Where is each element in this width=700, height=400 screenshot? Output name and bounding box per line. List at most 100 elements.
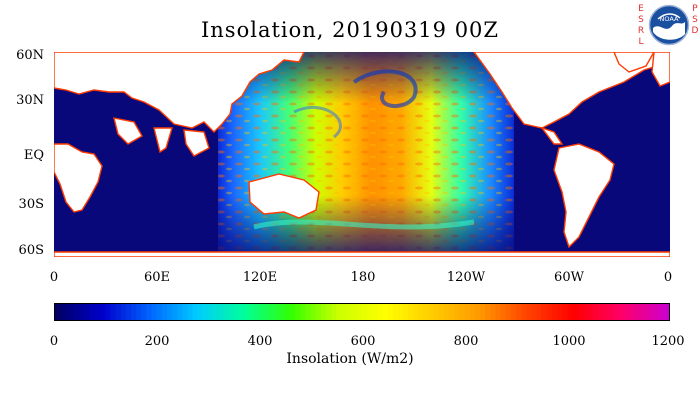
colorbar-swatch bbox=[377, 303, 384, 321]
colorbar-swatch bbox=[464, 303, 471, 321]
colorbar-swatch bbox=[110, 303, 117, 321]
colorbar-swatch bbox=[213, 303, 219, 321]
southeast-asia bbox=[183, 129, 210, 157]
colorbar-swatch bbox=[526, 303, 532, 321]
colorbar-swatch bbox=[192, 303, 199, 321]
colorbar-swatch bbox=[505, 303, 512, 321]
colorbar-swatch bbox=[326, 303, 332, 321]
colorbar-swatch bbox=[172, 303, 178, 321]
colorbar-swatch bbox=[531, 303, 538, 321]
colorbar-swatch bbox=[151, 303, 158, 321]
colorbar-swatch bbox=[459, 303, 466, 321]
lat-label: 30S bbox=[18, 197, 44, 212]
logo-letter: R bbox=[637, 26, 645, 36]
colorbar-swatch bbox=[495, 303, 502, 321]
colorbar-swatch bbox=[115, 303, 122, 321]
colorbar-swatch bbox=[634, 303, 640, 321]
logo-left-letters: E S R L bbox=[636, 4, 646, 48]
colorbar-swatch bbox=[187, 303, 194, 321]
landmasses bbox=[53, 51, 671, 258]
india bbox=[153, 127, 173, 154]
logo-letter: S bbox=[638, 15, 644, 25]
colorbar-swatch bbox=[290, 303, 296, 321]
colorbar-swatch bbox=[408, 303, 414, 321]
logo-letter: S bbox=[692, 15, 698, 25]
colorbar-swatch bbox=[285, 303, 291, 321]
insolation-map bbox=[53, 51, 671, 258]
colorbar-swatch bbox=[372, 303, 378, 321]
colorbar-swatch bbox=[510, 303, 517, 321]
australia bbox=[248, 173, 320, 219]
colorbar-swatch bbox=[562, 303, 568, 321]
colorbar-swatch bbox=[336, 303, 343, 321]
colorbar-swatch bbox=[582, 303, 589, 321]
colorbar-swatch bbox=[603, 303, 609, 321]
colorbar-swatch bbox=[664, 303, 671, 321]
colorbar-swatch bbox=[69, 303, 76, 321]
colorbar-swatch bbox=[387, 303, 394, 321]
colorbar-swatch bbox=[64, 303, 70, 321]
colorbar-swatch bbox=[362, 303, 368, 321]
colorbar-tick-label: 0 bbox=[49, 334, 59, 349]
colorbar-swatch bbox=[161, 303, 168, 321]
colorbar-swatch bbox=[654, 303, 661, 321]
colorbar-swatch bbox=[74, 303, 81, 321]
logo-letter: P bbox=[692, 4, 698, 14]
colorbar-swatch bbox=[243, 303, 250, 321]
colorbar-swatch bbox=[254, 303, 260, 321]
colorbar-swatch bbox=[331, 303, 337, 321]
colorbar-swatch bbox=[100, 303, 106, 321]
colorbar-swatch bbox=[89, 303, 96, 321]
colorbar bbox=[54, 303, 671, 321]
south-america bbox=[553, 143, 615, 249]
colorbar-swatch bbox=[485, 303, 491, 321]
colorbar-swatch bbox=[516, 303, 522, 321]
colorbar-swatch bbox=[433, 303, 440, 321]
colorbar-swatch bbox=[480, 303, 486, 321]
europe bbox=[651, 51, 671, 87]
colorbar-swatch bbox=[197, 303, 204, 321]
lon-label: 60E bbox=[143, 270, 171, 285]
colorbar-swatch bbox=[264, 303, 271, 321]
colorbar-tick-label: 1200 bbox=[651, 334, 685, 349]
colorbar-swatch bbox=[249, 303, 255, 321]
colorbar-swatch bbox=[557, 303, 563, 321]
africa bbox=[53, 143, 103, 213]
logo-letter: E bbox=[638, 4, 644, 14]
antarctica bbox=[53, 251, 671, 258]
colorbar-swatch bbox=[659, 303, 666, 321]
colorbar-swatch bbox=[449, 303, 455, 321]
colorbar-swatch bbox=[593, 303, 599, 321]
colorbar-swatch bbox=[428, 303, 435, 321]
eurasia bbox=[53, 51, 306, 133]
colorbar-swatch bbox=[623, 303, 630, 321]
map-canvas bbox=[53, 51, 671, 258]
colorbar-swatch bbox=[141, 303, 147, 321]
colorbar-svg bbox=[54, 303, 671, 321]
lon-label: 180 bbox=[350, 270, 376, 285]
colorbar-title: Insolation (W/m2) bbox=[286, 351, 414, 367]
lon-label: 0 bbox=[49, 270, 59, 285]
colorbar-swatch bbox=[320, 303, 327, 321]
colorbar-swatch bbox=[587, 303, 594, 321]
colorbar-swatch bbox=[572, 303, 579, 321]
colorbar-swatch bbox=[649, 303, 656, 321]
colorbar-swatch bbox=[598, 303, 604, 321]
colorbar-swatch bbox=[439, 303, 445, 321]
colorbar-swatch bbox=[444, 303, 450, 321]
colorbar-swatch bbox=[567, 303, 574, 321]
colorbar-swatch bbox=[521, 303, 527, 321]
colorbar-swatch bbox=[551, 303, 558, 321]
colorbar-swatch bbox=[59, 303, 65, 321]
central-america bbox=[540, 126, 564, 145]
colorbar-swatch bbox=[382, 303, 389, 321]
colorbar-swatch bbox=[397, 303, 404, 321]
arabia bbox=[113, 117, 143, 145]
colorbar-swatch bbox=[125, 303, 132, 321]
colorbar-swatch bbox=[238, 303, 245, 321]
colorbar-swatch bbox=[136, 303, 142, 321]
colorbar-swatch bbox=[403, 303, 409, 321]
colorbar-swatch bbox=[208, 303, 214, 321]
colorbar-swatch bbox=[315, 303, 322, 321]
colorbar-swatch bbox=[233, 303, 240, 321]
